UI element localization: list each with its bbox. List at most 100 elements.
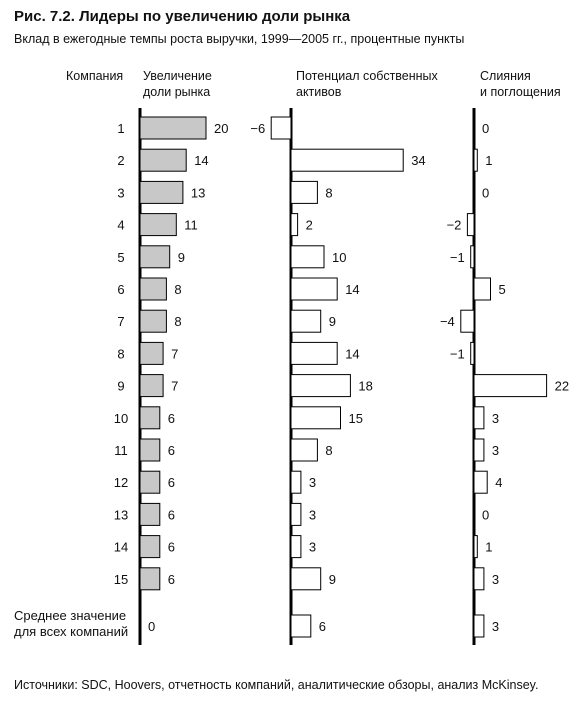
data-label: 5 — [499, 282, 506, 297]
data-label: 3 — [492, 572, 499, 587]
bar — [473, 374, 548, 398]
bar — [290, 502, 302, 526]
category-label: для всех компаний — [14, 624, 128, 639]
category-label: 1 — [117, 121, 124, 136]
category-label: 13 — [114, 507, 128, 522]
bar — [473, 567, 485, 591]
data-label: 14 — [345, 282, 359, 297]
data-label: 7 — [171, 346, 178, 361]
category-label: 12 — [114, 475, 128, 490]
series-header-mergers: Слияния и поглощения — [480, 69, 561, 99]
data-label: 3 — [492, 443, 499, 458]
data-label: −2 — [447, 218, 462, 233]
bar — [473, 470, 488, 494]
data-label: 6 — [168, 540, 175, 555]
bar — [290, 535, 302, 559]
category-label: 14 — [114, 540, 128, 555]
bar — [139, 277, 167, 301]
data-label: −1 — [450, 346, 465, 361]
data-label: 8 — [325, 185, 332, 200]
data-label: 3 — [309, 475, 316, 490]
category-label: Среднее значение — [14, 608, 126, 623]
bar — [139, 148, 187, 172]
source-note: Источники: SDC, Hoovers, отчетность комп… — [14, 678, 539, 692]
data-label: 20 — [214, 121, 228, 136]
data-label: 34 — [411, 153, 425, 168]
data-label: 8 — [325, 443, 332, 458]
data-label: 7 — [171, 379, 178, 394]
bar — [460, 309, 475, 333]
bar — [139, 470, 161, 494]
bar — [290, 245, 325, 269]
bar — [473, 535, 478, 559]
data-label: 6 — [168, 507, 175, 522]
data-label: 2 — [306, 218, 313, 233]
data-label: 0 — [482, 185, 489, 200]
category-label: 5 — [117, 250, 124, 265]
bar — [139, 341, 164, 365]
data-label: 4 — [495, 475, 502, 490]
bar — [290, 180, 318, 204]
bar — [139, 438, 161, 462]
bar — [473, 438, 485, 462]
category-label: 9 — [117, 379, 124, 394]
bar — [466, 213, 475, 237]
bar — [290, 148, 404, 172]
bar — [139, 213, 177, 237]
bar — [470, 341, 475, 365]
bar — [290, 470, 302, 494]
category-label: 10 — [114, 411, 128, 426]
bar — [473, 148, 478, 172]
category-label: 4 — [117, 218, 124, 233]
chart-title: Рис. 7.2. Лидеры по увеличению доли рынк… — [14, 8, 351, 25]
category-label: 3 — [117, 185, 124, 200]
data-label: 1 — [485, 153, 492, 168]
data-label: 8 — [174, 314, 181, 329]
data-label: 14 — [345, 346, 359, 361]
data-label: −1 — [450, 250, 465, 265]
data-label: 8 — [174, 282, 181, 297]
bar — [139, 309, 167, 333]
data-label: 6 — [168, 475, 175, 490]
bar — [139, 180, 184, 204]
data-label: 0 — [482, 507, 489, 522]
bar — [290, 438, 318, 462]
bar — [139, 535, 161, 559]
data-label: 3 — [309, 507, 316, 522]
data-label: 3 — [492, 411, 499, 426]
bar — [139, 374, 164, 398]
bar — [139, 406, 161, 430]
bar — [290, 213, 299, 237]
chart-subtitle: Вклад в ежегодные темпы роста выручки, 1… — [14, 32, 465, 46]
bar — [473, 277, 491, 301]
data-label: 6 — [168, 443, 175, 458]
data-label: −6 — [250, 121, 265, 136]
data-label: 9 — [178, 250, 185, 265]
data-label: 0 — [482, 121, 489, 136]
data-label: 11 — [184, 218, 198, 233]
data-label: −4 — [440, 314, 455, 329]
category-header: Компания — [66, 69, 124, 83]
data-label: 9 — [329, 572, 336, 587]
bar — [290, 406, 341, 430]
bar — [270, 116, 292, 140]
bar — [473, 614, 485, 638]
bar — [473, 406, 485, 430]
bar — [290, 277, 338, 301]
data-label: 0 — [148, 619, 155, 634]
category-label: 8 — [117, 346, 124, 361]
data-label: 6 — [319, 619, 326, 634]
category-label: 2 — [117, 153, 124, 168]
data-label: 15 — [349, 411, 363, 426]
data-label: 13 — [191, 185, 205, 200]
data-label: 22 — [555, 379, 569, 394]
bar — [290, 341, 338, 365]
bar — [470, 245, 475, 269]
data-label: 6 — [168, 411, 175, 426]
bar — [139, 116, 207, 140]
data-label: 18 — [358, 379, 372, 394]
data-label: 1 — [485, 540, 492, 555]
data-label: 3 — [492, 619, 499, 634]
category-label: 6 — [117, 282, 124, 297]
